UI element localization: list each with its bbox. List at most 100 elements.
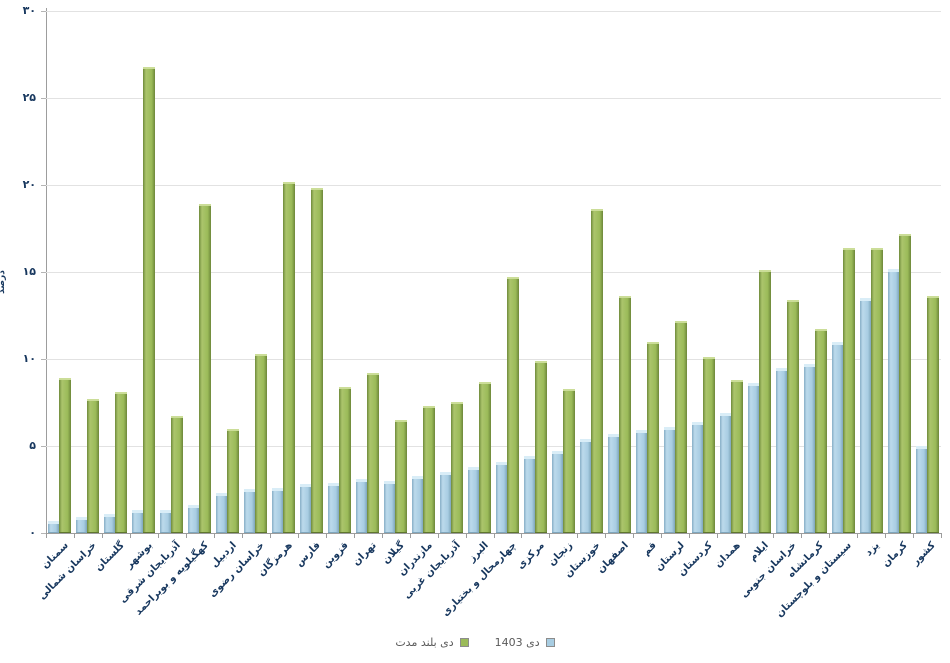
x-tick-mark	[297, 534, 299, 538]
bar-dey1403-19	[579, 439, 591, 533]
x-tick-mark	[325, 534, 327, 538]
bar-group-30	[885, 234, 913, 533]
bar-longterm-12	[395, 420, 408, 533]
bar-dey1403-25	[747, 383, 759, 533]
bar-group-10	[326, 387, 354, 533]
bar-longterm-31	[926, 296, 939, 533]
bar-longterm-29	[870, 248, 883, 533]
bar-dey1403-28	[831, 342, 843, 533]
bar-longterm-16	[506, 277, 519, 533]
y-tick-mark	[41, 533, 46, 534]
bar-dey1403-0	[48, 521, 60, 533]
bar-longterm-24	[730, 380, 743, 533]
bar-group-31	[913, 296, 941, 533]
y-tick-label: ۰	[29, 526, 36, 539]
x-tick-mark	[73, 534, 75, 538]
y-tick-label: ۵	[29, 439, 36, 452]
y-tick-mark	[41, 446, 46, 447]
x-tick-mark	[353, 534, 355, 538]
legend-swatch-icon	[545, 638, 555, 647]
x-tick-mark	[46, 534, 47, 538]
y-tick-mark	[41, 11, 46, 12]
x-tick-mark	[521, 534, 523, 538]
bar-group-0	[46, 378, 74, 533]
x-label-24: همدان	[712, 540, 743, 570]
x-tick-mark	[185, 534, 187, 538]
legend-item: دی بلند مدت	[395, 636, 469, 649]
y-tick-mark	[41, 359, 46, 360]
bar-dey1403-31	[915, 446, 927, 533]
x-tick-mark	[409, 534, 411, 538]
bar-group-7	[242, 354, 270, 533]
bar-dey1403-9	[300, 484, 312, 533]
bar-dey1403-8	[272, 488, 284, 533]
bar-group-23	[689, 357, 717, 533]
y-tick-mark	[41, 98, 46, 99]
x-tick-mark	[913, 534, 915, 538]
bar-dey1403-30	[887, 269, 899, 533]
bar-longterm-28	[842, 248, 855, 533]
bar-dey1403-18	[551, 451, 563, 533]
bar-group-14	[438, 402, 466, 533]
x-label-29: یزد	[863, 540, 883, 559]
x-label-11: تهران	[350, 540, 379, 568]
bar-dey1403-4	[160, 510, 172, 533]
bar-longterm-0	[59, 378, 72, 533]
x-tick-mark	[745, 534, 747, 538]
gridline-25	[46, 98, 941, 99]
bar-dey1403-27	[803, 364, 815, 533]
bar-dey1403-29	[859, 298, 871, 533]
bar-longterm-3	[143, 67, 156, 533]
y-tick-label: ۲۰	[22, 178, 36, 191]
x-label-21: قم	[640, 540, 659, 558]
bar-longterm-6	[227, 429, 240, 533]
bar-longterm-21	[646, 342, 659, 533]
bar-longterm-26	[786, 300, 799, 533]
x-tick-mark	[829, 534, 831, 538]
y-tick-mark	[41, 272, 46, 273]
x-label-25: ایلام	[746, 540, 771, 564]
bar-group-1	[74, 399, 102, 533]
y-tick-label: ۱۵	[22, 265, 36, 278]
bar-group-24	[717, 380, 745, 533]
bar-group-9	[298, 188, 326, 533]
bar-dey1403-7	[244, 489, 256, 533]
legend-label: دی 1403	[494, 636, 540, 649]
x-label-10: قزوین	[320, 540, 351, 571]
bar-group-12	[382, 420, 410, 533]
x-tick-mark	[381, 534, 383, 538]
bar-dey1403-5	[188, 505, 200, 533]
y-axis-title: درصد	[0, 270, 7, 294]
y-tick-label: ۲۵	[22, 91, 36, 104]
gridline-30	[46, 11, 941, 12]
bar-longterm-4	[171, 416, 184, 533]
y-tick-mark	[41, 185, 46, 186]
bar-longterm-8	[283, 182, 296, 533]
bar-dey1403-23	[691, 422, 703, 533]
bar-dey1403-22	[663, 427, 675, 533]
bar-longterm-2	[115, 392, 128, 533]
gridline-10	[46, 359, 941, 360]
x-tick-mark	[493, 534, 495, 538]
bar-group-17	[521, 361, 549, 533]
legend: دی بلند مدت دی 1403	[0, 636, 950, 649]
x-tick-mark	[129, 534, 131, 538]
legend-label: دی بلند مدت	[395, 636, 454, 649]
x-tick-mark	[241, 534, 243, 538]
x-tick-mark	[605, 534, 607, 538]
bar-group-15	[466, 382, 494, 533]
x-tick-mark	[801, 534, 803, 538]
gridline-5	[46, 446, 941, 447]
x-label-15: البرز	[466, 540, 491, 565]
bar-longterm-7	[255, 354, 268, 533]
x-label-17: مرکزی	[515, 540, 547, 572]
bar-group-19	[577, 209, 605, 533]
bar-dey1403-6	[216, 493, 228, 533]
bar-dey1403-24	[719, 413, 731, 533]
bar-longterm-22	[674, 321, 687, 533]
bar-dey1403-17	[523, 456, 535, 533]
bar-dey1403-26	[775, 368, 787, 533]
x-tick-mark	[885, 534, 887, 538]
x-label-2: گلستان	[93, 540, 128, 574]
x-tick-mark	[213, 534, 215, 538]
